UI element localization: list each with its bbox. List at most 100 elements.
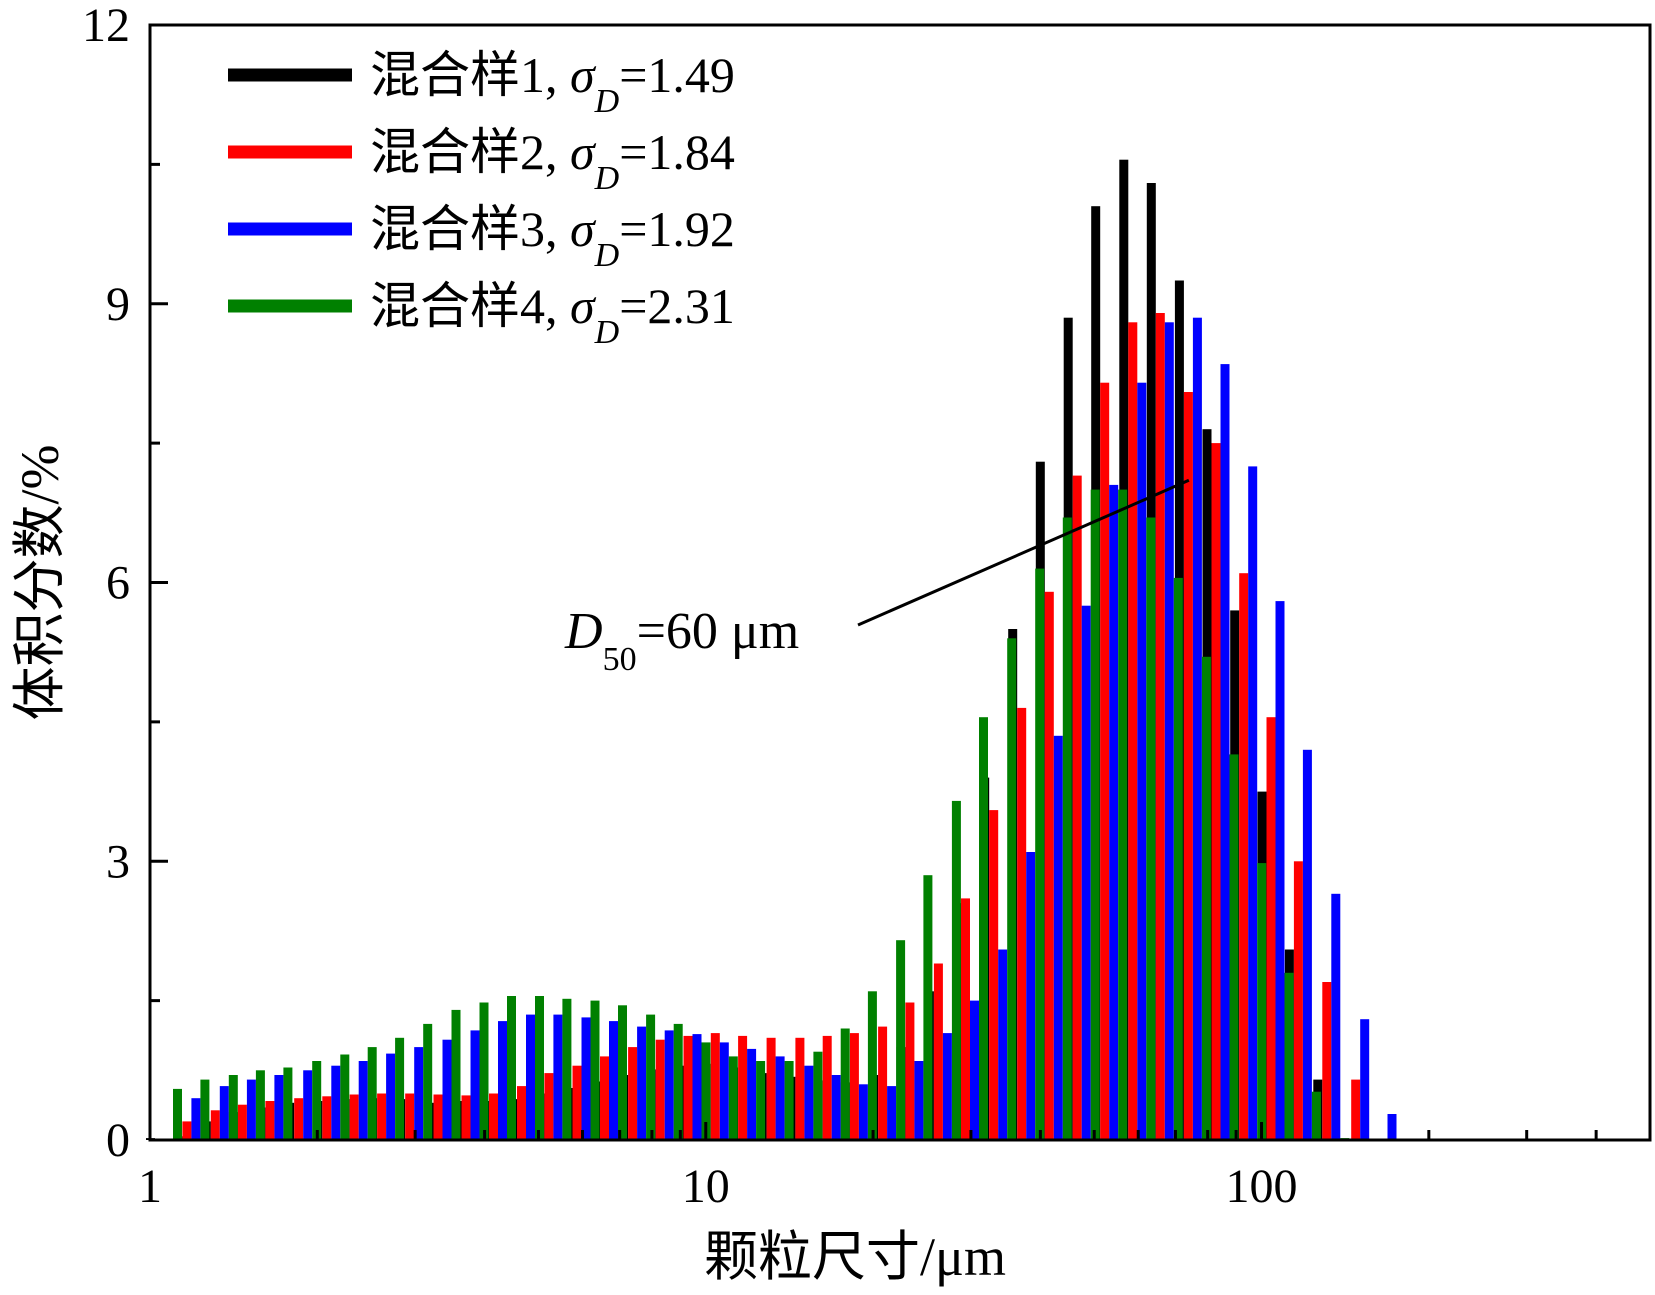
bar-series4-29: [979, 717, 988, 1140]
d50-symbol: D: [564, 603, 603, 660]
bar-series2-3: [237, 1104, 247, 1140]
bar-series4-39: [1257, 863, 1267, 1140]
bar-series4-21: [756, 1061, 766, 1140]
y-tick-label: 3: [106, 835, 130, 888]
bar-series4-18: [673, 1023, 683, 1140]
bar-series3-1: [191, 1098, 201, 1140]
bar-series2-40: [1266, 717, 1276, 1140]
bar-series3-7: [358, 1061, 368, 1140]
bar-series2-17: [628, 1047, 638, 1140]
x-axis-ticks: 1 10 100: [138, 1122, 1652, 1213]
bar-series2-29: [961, 898, 970, 1140]
bar-series3-29: [970, 1000, 979, 1140]
bar-series2-36: [1155, 313, 1165, 1140]
bar-series3-38: [1220, 364, 1230, 1141]
bar-series4-3: [255, 1070, 265, 1140]
bar-series2-31: [1017, 707, 1027, 1140]
d50-subscript: 50: [603, 641, 637, 678]
bar-series2-39: [1239, 573, 1249, 1140]
x-tick-label: 1: [138, 1160, 162, 1213]
bar-series3-40: [1275, 601, 1285, 1140]
bar-series2-20: [710, 1033, 720, 1140]
legend-label-4: 混合样4, σD=2.31: [370, 278, 735, 351]
y-tick-label: 12: [82, 0, 130, 52]
bar-series2-18: [655, 1039, 665, 1140]
bar-series2-35: [1128, 322, 1138, 1140]
bar-series4-36: [1173, 577, 1183, 1140]
bar-series4-20: [728, 1056, 738, 1140]
bar-series3-33: [1081, 605, 1091, 1140]
bar-series3-22: [775, 1056, 785, 1140]
bar-series2-37: [1183, 392, 1193, 1140]
bar-series2-13: [517, 1086, 526, 1140]
bar-series4-38: [1229, 754, 1239, 1140]
bar-series3-2: [219, 1086, 229, 1140]
bar-series2-23: [795, 1037, 805, 1140]
bar-series4-25: [867, 991, 877, 1140]
bar-series3-44: [1387, 1114, 1397, 1140]
bar-series2-43: [1351, 1079, 1361, 1140]
bar-series4-27: [923, 875, 933, 1140]
bar-series3-25: [858, 1084, 868, 1141]
bar-series4-9: [423, 1023, 433, 1140]
bar-series2-10: [433, 1094, 443, 1140]
bar-series3-5: [303, 1070, 313, 1140]
bar-series2-1: [182, 1121, 192, 1140]
bar-series2-25: [849, 1033, 859, 1140]
legend-label-2: 混合样2, σD=1.84: [370, 124, 735, 197]
bar-series3-37: [1192, 317, 1202, 1140]
bar-series2-6: [322, 1096, 332, 1140]
bar-series4-28: [951, 800, 961, 1140]
bar-series2-7: [349, 1094, 359, 1140]
bar-series4-5: [312, 1061, 322, 1140]
y-tick-label: 9: [106, 278, 130, 331]
bar-series3-16: [609, 1021, 618, 1140]
bar-series2-5: [294, 1098, 304, 1140]
bar-series2-21: [738, 1035, 748, 1140]
bar-series3-31: [1026, 852, 1036, 1140]
bar-series4-41: [1311, 1091, 1321, 1140]
bar-series3-8: [386, 1053, 396, 1140]
bar-series3-15: [581, 1017, 591, 1140]
bar-series2-42: [1322, 982, 1332, 1140]
x-tick-label: 100: [1226, 1160, 1298, 1213]
bar-series2-34: [1100, 382, 1110, 1140]
plot-frame: [148, 23, 1652, 1142]
bar-series4-4: [283, 1067, 293, 1140]
bar-series4-35: [1146, 517, 1156, 1140]
bar-series3-13: [526, 1014, 535, 1140]
bar-series3-23: [804, 1065, 814, 1140]
bar-series3-41: [1302, 749, 1312, 1141]
bar-series2-28: [933, 963, 943, 1140]
bar-series3-39: [1248, 466, 1258, 1140]
bar-series3-19: [692, 1034, 702, 1140]
bar-series4-34: [1118, 489, 1128, 1141]
bar-series2-19: [683, 1035, 693, 1140]
bar-series3-20: [719, 1042, 729, 1140]
bar-series4-0: [173, 1088, 182, 1140]
bar-series4-17: [646, 1014, 656, 1140]
bar-series2-14: [544, 1073, 554, 1140]
bar-series4-26: [896, 940, 906, 1140]
y-axis-ticks: 0 3 6 9 12: [82, 0, 168, 1167]
bar-series2-24: [822, 1035, 832, 1140]
bar-series3-21: [747, 1048, 757, 1140]
legend-label-3: 混合样3, σD=1.92: [370, 201, 735, 274]
bar-series2-30: [989, 810, 999, 1140]
bar-series4-14: [562, 998, 572, 1140]
bar-series3-11: [470, 1030, 480, 1140]
bar-series4-33: [1090, 489, 1100, 1141]
bars-group: [146, 159, 1397, 1141]
bar-series2-32: [1044, 591, 1054, 1140]
bar-series2-11: [461, 1095, 471, 1140]
bar-series3-43: [1360, 1019, 1370, 1140]
bar-series4-40: [1284, 972, 1294, 1141]
bar-series3-34: [1109, 484, 1119, 1140]
d50-value: =60 μm: [637, 603, 800, 660]
bar-series3-4: [274, 1075, 284, 1140]
bar-series2-2: [210, 1110, 220, 1140]
bar-series4-1: [200, 1079, 210, 1140]
x-tick-label: 10: [682, 1160, 730, 1213]
